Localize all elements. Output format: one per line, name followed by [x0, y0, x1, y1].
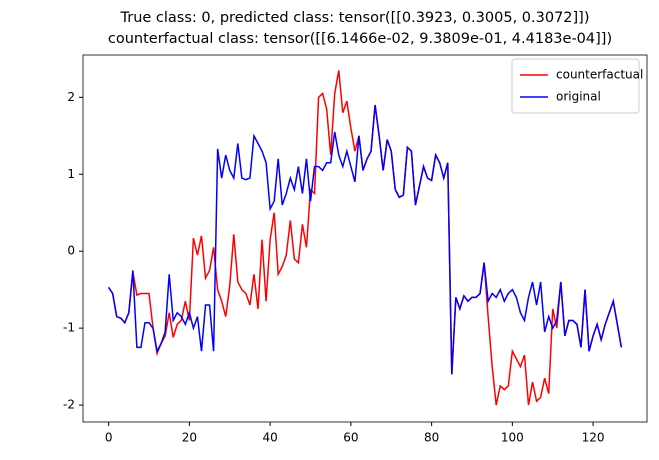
legend-label: original	[556, 90, 601, 104]
x-tick-label: 100	[501, 431, 524, 445]
y-tick-label: -2	[63, 398, 75, 412]
line-series	[108, 70, 623, 406]
x-tick-label: 60	[343, 431, 358, 445]
y-tick-label: 0	[67, 244, 75, 258]
x-tick-label: 80	[424, 431, 439, 445]
line-series	[108, 104, 623, 375]
x-tick-label: 20	[182, 431, 197, 445]
chart-subtitle: counterfactual class: tensor([[6.1466e-0…	[108, 31, 612, 47]
y-tick-label: 1	[67, 167, 75, 181]
legend-label: counterfactual	[556, 68, 643, 82]
x-tick-label: 0	[105, 431, 113, 445]
chart-title: True class: 0, predicted class: tensor([…	[120, 10, 590, 26]
x-tick-label: 120	[582, 431, 605, 445]
legend-box	[511, 58, 640, 114]
plot-frame	[82, 54, 648, 423]
x-tick-label: 40	[262, 431, 277, 445]
y-tick-label: -1	[63, 321, 75, 335]
y-tick-label: 2	[67, 90, 75, 104]
